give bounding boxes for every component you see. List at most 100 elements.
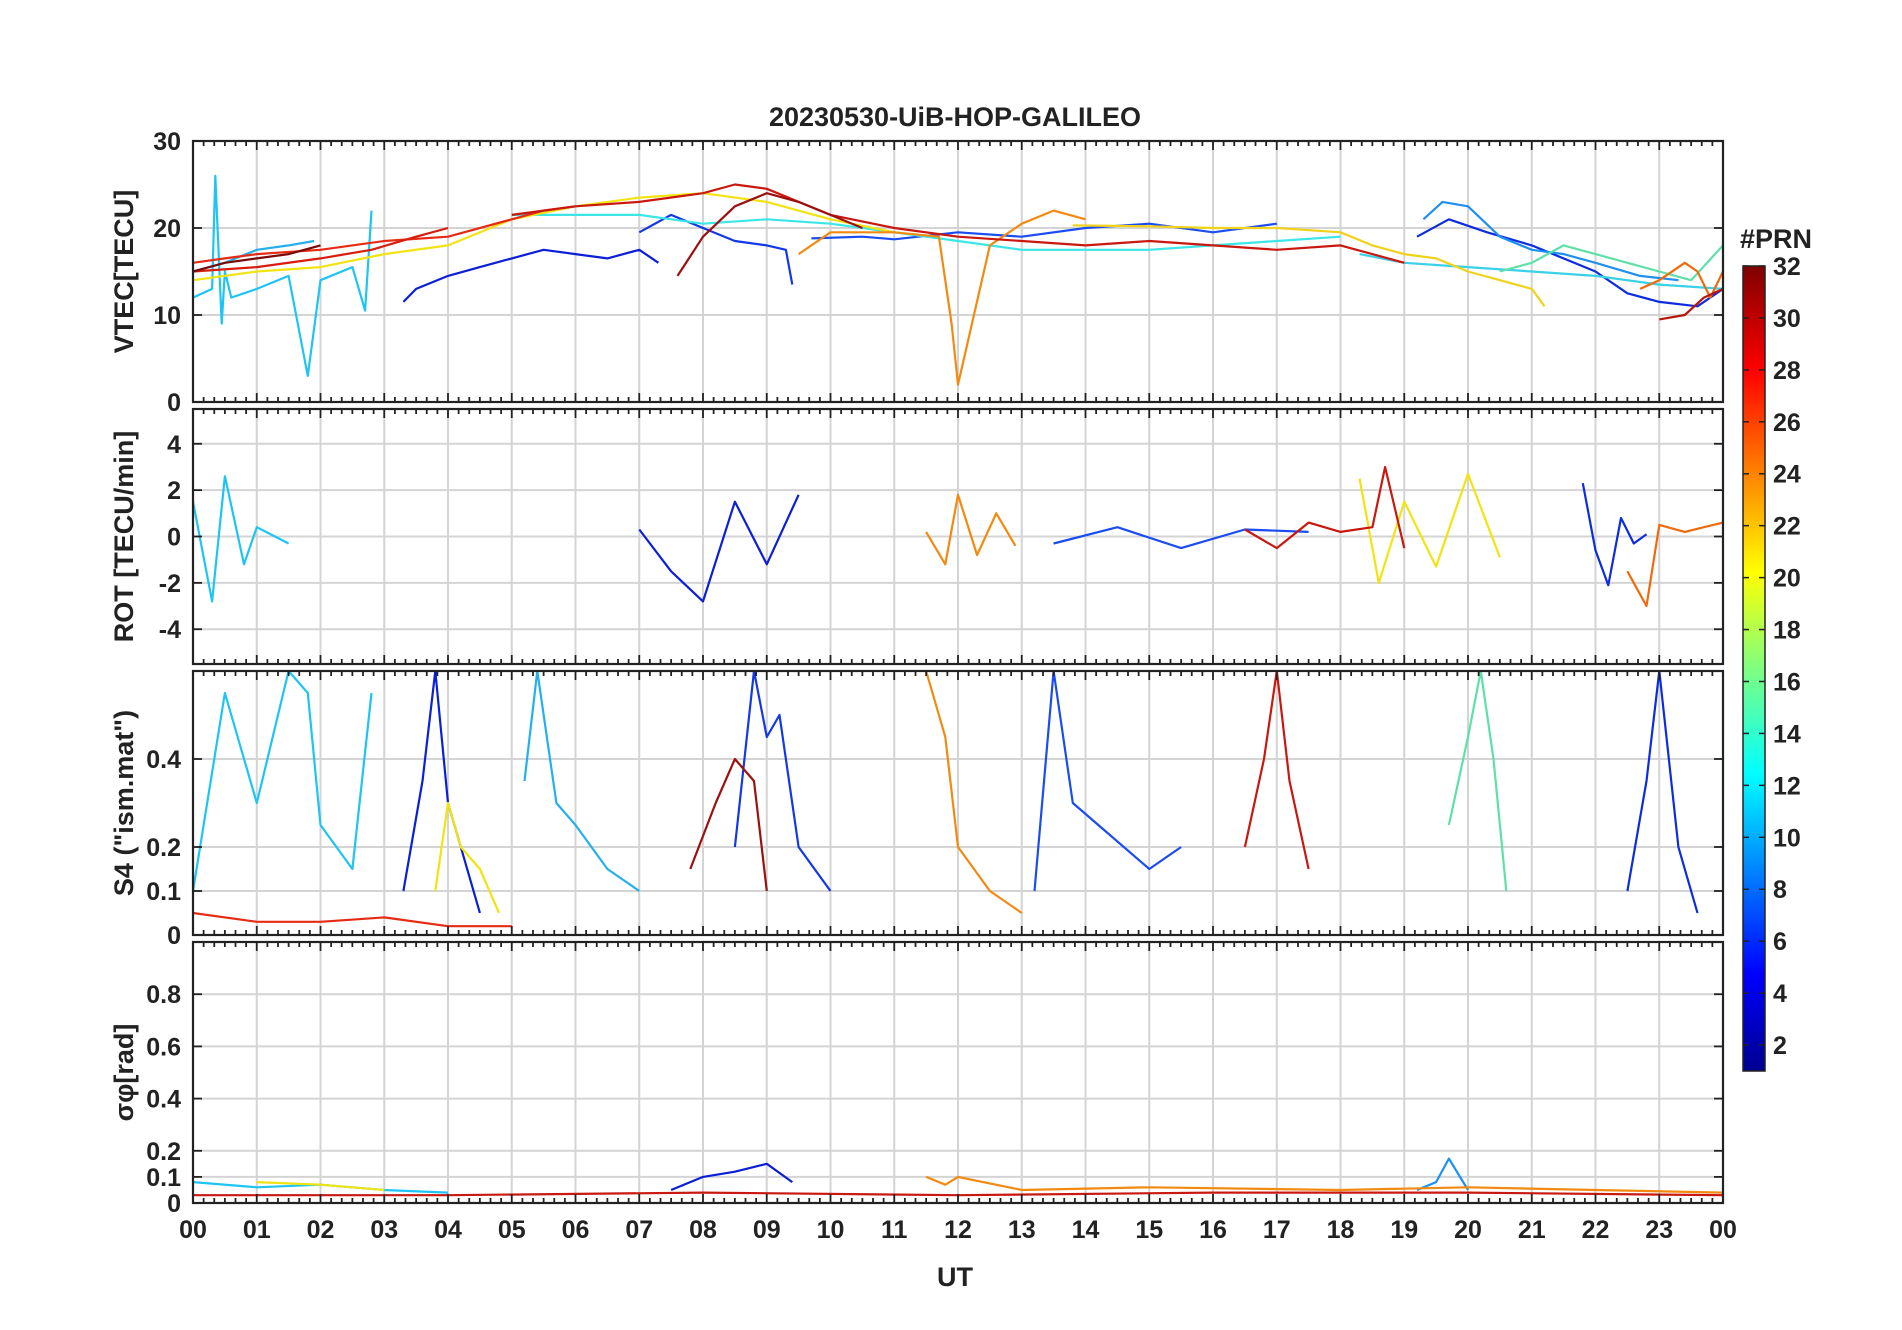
colorbar-tick-label: 22 bbox=[1773, 513, 1801, 541]
colorbar-tick-label: 16 bbox=[1773, 668, 1801, 696]
x-tick-label: 00 bbox=[1709, 1216, 1737, 1244]
y-tick-label: 0 bbox=[167, 922, 181, 950]
series-line-prn-5 bbox=[811, 222, 1277, 241]
colorbar-tick-label: 8 bbox=[1773, 876, 1787, 904]
x-tick-label: 15 bbox=[1135, 1216, 1163, 1244]
series-line-prn-4 bbox=[1053, 526, 1309, 550]
panel-rot: -4 -2 0 2 4 ROT [TECU/min] bbox=[109, 407, 1725, 666]
y-tick-label: 0.2 bbox=[146, 1138, 181, 1166]
x-tick-label: 01 bbox=[243, 1216, 271, 1244]
x-tick-label: 05 bbox=[498, 1216, 526, 1244]
series-line-prn-6 bbox=[1416, 218, 1723, 308]
x-tick-label: 22 bbox=[1582, 1216, 1610, 1244]
x-tick-label: 17 bbox=[1263, 1216, 1291, 1244]
series-line-prn-15 bbox=[1447, 671, 1508, 892]
colorbar-label: #PRN bbox=[1740, 224, 1812, 254]
series-line-prn-27 bbox=[193, 911, 512, 928]
y-tick-label: 0.2 bbox=[146, 834, 181, 862]
series-line-prn-31 bbox=[676, 192, 863, 277]
series-line-prn-30 bbox=[1659, 287, 1723, 321]
series-line-prn-24 bbox=[925, 671, 1023, 914]
x-tick-label: 00 bbox=[179, 1216, 207, 1244]
series-group bbox=[193, 671, 1699, 928]
y-tick-label: -2 bbox=[159, 570, 181, 598]
x-tick-label: 23 bbox=[1645, 1216, 1673, 1244]
x-tick-label: 07 bbox=[625, 1216, 653, 1244]
chart-title: 20230530-UiB-HOP-GALILEO bbox=[769, 102, 1141, 132]
colorbar-tick-label: 18 bbox=[1773, 617, 1801, 645]
series-line-prn-15 bbox=[1499, 244, 1723, 282]
series-line-prn-12 bbox=[511, 213, 1341, 251]
y-axis-label: S4 ("ism.mat") bbox=[109, 710, 139, 896]
series-line-prn-8 bbox=[1416, 1157, 1469, 1192]
x-tick-label: 11 bbox=[881, 1216, 908, 1244]
x-tick-label: 13 bbox=[1008, 1216, 1036, 1244]
series-group bbox=[193, 174, 1723, 386]
panel-vtec: 0 10 20 30 VTEC[TECU] bbox=[109, 128, 1725, 417]
y-tick-label: 0.8 bbox=[146, 981, 181, 1009]
y-tick-label: 0.6 bbox=[146, 1033, 181, 1061]
series-line-prn-10 bbox=[193, 475, 290, 603]
y-axis-label: VTEC[TECU] bbox=[109, 190, 139, 354]
series-line-prn-21 bbox=[1072, 224, 1546, 307]
x-tick-label: 21 bbox=[1518, 1216, 1546, 1244]
series-line-prn-3 bbox=[402, 248, 660, 303]
series-line-prn-20 bbox=[256, 1181, 385, 1192]
series-line-prn-4 bbox=[733, 671, 832, 892]
x-tick-label: 18 bbox=[1327, 1216, 1355, 1244]
colorbar-tick-label: 26 bbox=[1773, 409, 1801, 437]
y-tick-label: 30 bbox=[153, 128, 181, 156]
y-tick-label: -4 bbox=[159, 616, 181, 644]
y-tick-label: 0.1 bbox=[146, 878, 181, 906]
axes-frame bbox=[191, 139, 1725, 404]
y-tick-label: 0 bbox=[167, 389, 181, 417]
x-tick-label: 02 bbox=[307, 1216, 335, 1244]
series-line-prn-29 bbox=[511, 183, 1405, 264]
colorbar-tick-label: 4 bbox=[1773, 980, 1787, 1008]
x-tick-label: 08 bbox=[689, 1216, 717, 1244]
panel-s4: 0 0.1 0.2 0.4S4 ("ism.mat") bbox=[109, 669, 1725, 950]
x-tick-label: 06 bbox=[562, 1216, 590, 1244]
series-line-prn-20 bbox=[1358, 472, 1501, 585]
series-line-prn-10 bbox=[193, 174, 373, 377]
x-tick-label: 10 bbox=[817, 1216, 845, 1244]
x-tick-label: 14 bbox=[1072, 1216, 1100, 1244]
series-line-prn-24 bbox=[797, 209, 1086, 386]
y-tick-label: 20 bbox=[153, 215, 181, 243]
series-line-prn-20 bbox=[193, 192, 895, 282]
colorbar-tick-label: 6 bbox=[1773, 928, 1787, 956]
colorbar-tick-label: 28 bbox=[1773, 357, 1801, 385]
colorbar-tick-label: 24 bbox=[1773, 461, 1801, 489]
colorbar-tick-label: 20 bbox=[1773, 565, 1801, 593]
series-line-prn-3 bbox=[638, 494, 800, 603]
series-line-prn-6 bbox=[1581, 482, 1648, 587]
x-tick-labels: 00 01 02 03 04 05 06 07 08 09 10 11 12 13 14 15 16 17 18 19… bbox=[179, 1216, 1737, 1244]
y-tick-label: 0.4 bbox=[146, 1086, 181, 1114]
series-line-prn-10 bbox=[193, 671, 373, 892]
y-tick-label: 10 bbox=[153, 302, 181, 330]
series-line-prn-11 bbox=[523, 671, 640, 892]
colorbar-tick-label: 14 bbox=[1773, 720, 1801, 748]
x-tick-label: 09 bbox=[753, 1216, 781, 1244]
series-line-prn-29 bbox=[1243, 671, 1310, 870]
x-tick-label: 04 bbox=[434, 1216, 462, 1244]
series-line-prn-27 bbox=[193, 205, 576, 264]
series-line-prn-3 bbox=[402, 671, 481, 914]
series-line-prn-4 bbox=[670, 1162, 793, 1192]
axes-frame bbox=[191, 940, 1725, 1205]
series-line-prn-29 bbox=[1244, 465, 1406, 550]
y-tick-label: 4 bbox=[167, 431, 181, 459]
series-line-prn-6 bbox=[1626, 671, 1699, 914]
series-line-prn-32 bbox=[193, 244, 321, 273]
y-tick-label: 0 bbox=[167, 1190, 181, 1218]
axes-frame bbox=[191, 669, 1725, 937]
x-tick-label: 20 bbox=[1454, 1216, 1482, 1244]
y-tick-label: 0 bbox=[167, 524, 181, 552]
series-line-prn-31 bbox=[689, 757, 768, 892]
colorbar-gradient bbox=[1742, 265, 1766, 1072]
x-axis-label: UT bbox=[937, 1262, 973, 1292]
colorbar-tick-label: 32 bbox=[1773, 253, 1801, 281]
